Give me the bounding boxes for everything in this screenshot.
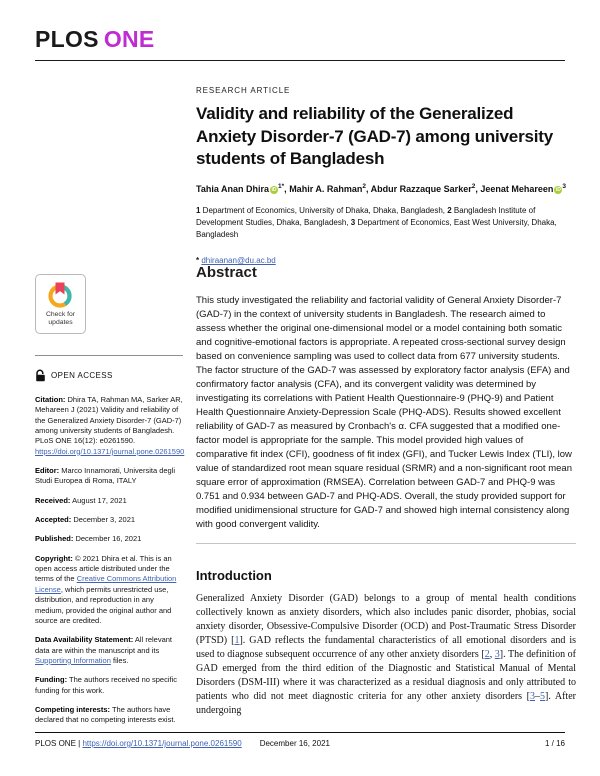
cc-license-link[interactable]: Creative Commons Attribution License (35, 574, 177, 594)
correspondence-email-link[interactable]: dhiraanan@du.ac.bd (201, 255, 276, 265)
copyright-label: Copyright: (35, 553, 73, 563)
editor-block: Editor: Marco Innamorati, Universita deg… (35, 466, 176, 486)
page-number: 1 / 16 (544, 739, 565, 748)
author-name: Abdur Razzaque Sarker (370, 183, 472, 194)
author-name: Jeenat Mehareen (480, 183, 554, 194)
check-for-updates-badge[interactable]: Check for updates (35, 274, 86, 334)
introduction-text: Generalized Anxiety Disorder (GAD) belon… (196, 593, 577, 716)
supporting-information-link[interactable]: Supporting Information (35, 655, 111, 665)
citation-block: Citation: Dhira TA, Rahman MA, Sarker AR… (35, 395, 185, 456)
abstract-text: This study investigated the reliability … (196, 295, 572, 530)
author-name: Tahia Anan Dhira (196, 183, 270, 194)
author-name: Mahir A. Rahman (289, 183, 363, 194)
received-block: Received: August 17, 2021 (35, 495, 127, 505)
citation-doi-link[interactable]: https://doi.org/10.1371/journal.pone.026… (35, 446, 185, 456)
open-access-label: OPEN ACCESS (51, 370, 113, 380)
footer: PLOS ONE | https://doi.org/10.1371/journ… (35, 739, 565, 748)
abstract-heading: Abstract (196, 264, 257, 281)
orcid-icon[interactable]: iD (554, 185, 563, 194)
abstract-divider (196, 543, 576, 544)
author-list: Tahia Anan Dhira iD 1*, Mahir A. Rahman2, … (196, 182, 567, 194)
footer-doi-link[interactable]: https://doi.org/10.1371/journal.pone.026… (82, 739, 242, 748)
reference-link[interactable]: 5 (540, 691, 545, 702)
footer-rule (35, 732, 565, 733)
open-lock-icon (36, 369, 45, 382)
affiliations: 1 Department of Economics, University of… (196, 205, 557, 239)
published-label: Published: (35, 534, 74, 544)
page-title: Validity and reliability of the Generali… (196, 104, 553, 169)
article-header: RESEARCH ARTICLE Validity and reliabilit… (196, 86, 576, 265)
citation-label: Citation: (35, 395, 66, 404)
sidebar-divider (35, 355, 183, 356)
funding-label: Funding: (35, 675, 68, 685)
introduction-section: Introduction Generalized Anxiety Disorde… (196, 568, 576, 718)
logo-one: ONE (103, 26, 155, 52)
sidebar: Check for updates OPEN ACCESS Citation: … (35, 274, 185, 735)
copyright-block: Copyright: © 2021 Dhira et al. This is a… (35, 553, 177, 625)
competing-interests-block: Competing interests: The authors have de… (35, 704, 176, 725)
orcid-icon[interactable]: iD (270, 185, 279, 194)
published-block: Published: December 16, 2021 (35, 534, 142, 544)
data-availability-block: Data Availability Statement: All relevan… (35, 635, 173, 665)
accepted-block: Accepted: December 3, 2021 (35, 515, 136, 525)
abstract-section: Abstract This study investigated the rel… (196, 264, 576, 544)
received-label: Received: (35, 495, 71, 505)
editor-label: Editor: (35, 466, 60, 476)
accepted-label: Accepted: (35, 515, 72, 525)
introduction-heading: Introduction (196, 568, 272, 583)
crossmark-icon (47, 282, 72, 308)
correspondence-line: * dhiraanan@du.ac.bd (196, 255, 276, 265)
reference-link[interactable]: 1 (234, 635, 240, 646)
header-rule (35, 60, 565, 61)
logo-plos: PLOS (35, 26, 99, 52)
footer-journal: PLOS ONE (35, 739, 76, 748)
research-article-kicker: RESEARCH ARTICLE (196, 86, 291, 95)
funding-block: Funding: The authors received no specifi… (35, 675, 178, 695)
plos-one-logo: PLOS ONE (35, 26, 155, 53)
reference-link[interactable]: 3 (530, 691, 535, 702)
competing-interests-label: Competing interests: (35, 704, 111, 714)
reference-link[interactable]: 3 (494, 649, 500, 660)
data-availability-label: Data Availability Statement: (35, 635, 134, 645)
reference-link[interactable]: 2 (484, 649, 490, 660)
open-access-row: OPEN ACCESS (35, 369, 183, 382)
footer-date: December 16, 2021 (259, 739, 330, 748)
check-for-updates-label: Check for updates (45, 310, 76, 326)
